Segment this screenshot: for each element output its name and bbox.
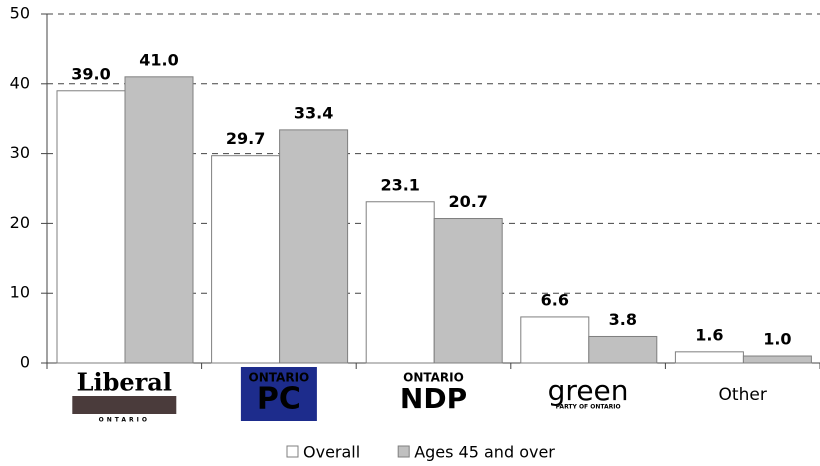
category-subtext: ONTARIO [403,371,464,385]
category-logo: ONTARIO Liberal [72,368,177,424]
y-tick-label: 50 [10,4,30,23]
bar [279,129,349,364]
bar [433,218,503,364]
category-subtext: ONTARIO [99,417,150,424]
category-label: green [548,374,629,407]
category-label: Liberal [77,368,172,397]
logo-background [240,367,317,421]
bar [588,335,658,364]
value-label: 20.7 [448,192,487,211]
bar [520,316,590,364]
y-tick-label: 20 [10,213,30,232]
legend-swatch [286,445,299,458]
value-label: 1.6 [695,325,723,344]
category-label: PC [257,382,301,417]
bar [365,201,435,364]
y-tick-label: 40 [10,73,30,92]
legend-swatch [397,445,410,458]
value-label: 41.0 [139,50,178,69]
bar [56,90,126,364]
bar [211,155,281,364]
category-label: Other [719,385,767,405]
bar [124,76,194,364]
y-tick-label: 10 [10,283,30,302]
y-tick-label: 30 [10,143,30,162]
category-subtext: ONTARIO [249,371,310,385]
y-tick-label: 0 [20,353,30,372]
category-label: NDP [400,382,467,415]
legend-label: Ages 45 and over [414,443,555,462]
value-label: 29.7 [226,129,265,148]
value-label: 39.0 [71,64,110,83]
value-label: 3.8 [609,310,637,329]
category-logo: Other [719,385,767,405]
category-subtext: PARTY OF ONTARIO [556,404,621,411]
bar [742,355,812,364]
bar [674,351,744,364]
value-label: 6.6 [541,290,569,309]
value-label: 33.4 [294,103,333,122]
value-label: 23.1 [380,175,419,194]
legend-label: Overall [303,443,360,462]
logo-photo-strip [72,396,177,414]
value-label: 1.0 [763,330,791,349]
